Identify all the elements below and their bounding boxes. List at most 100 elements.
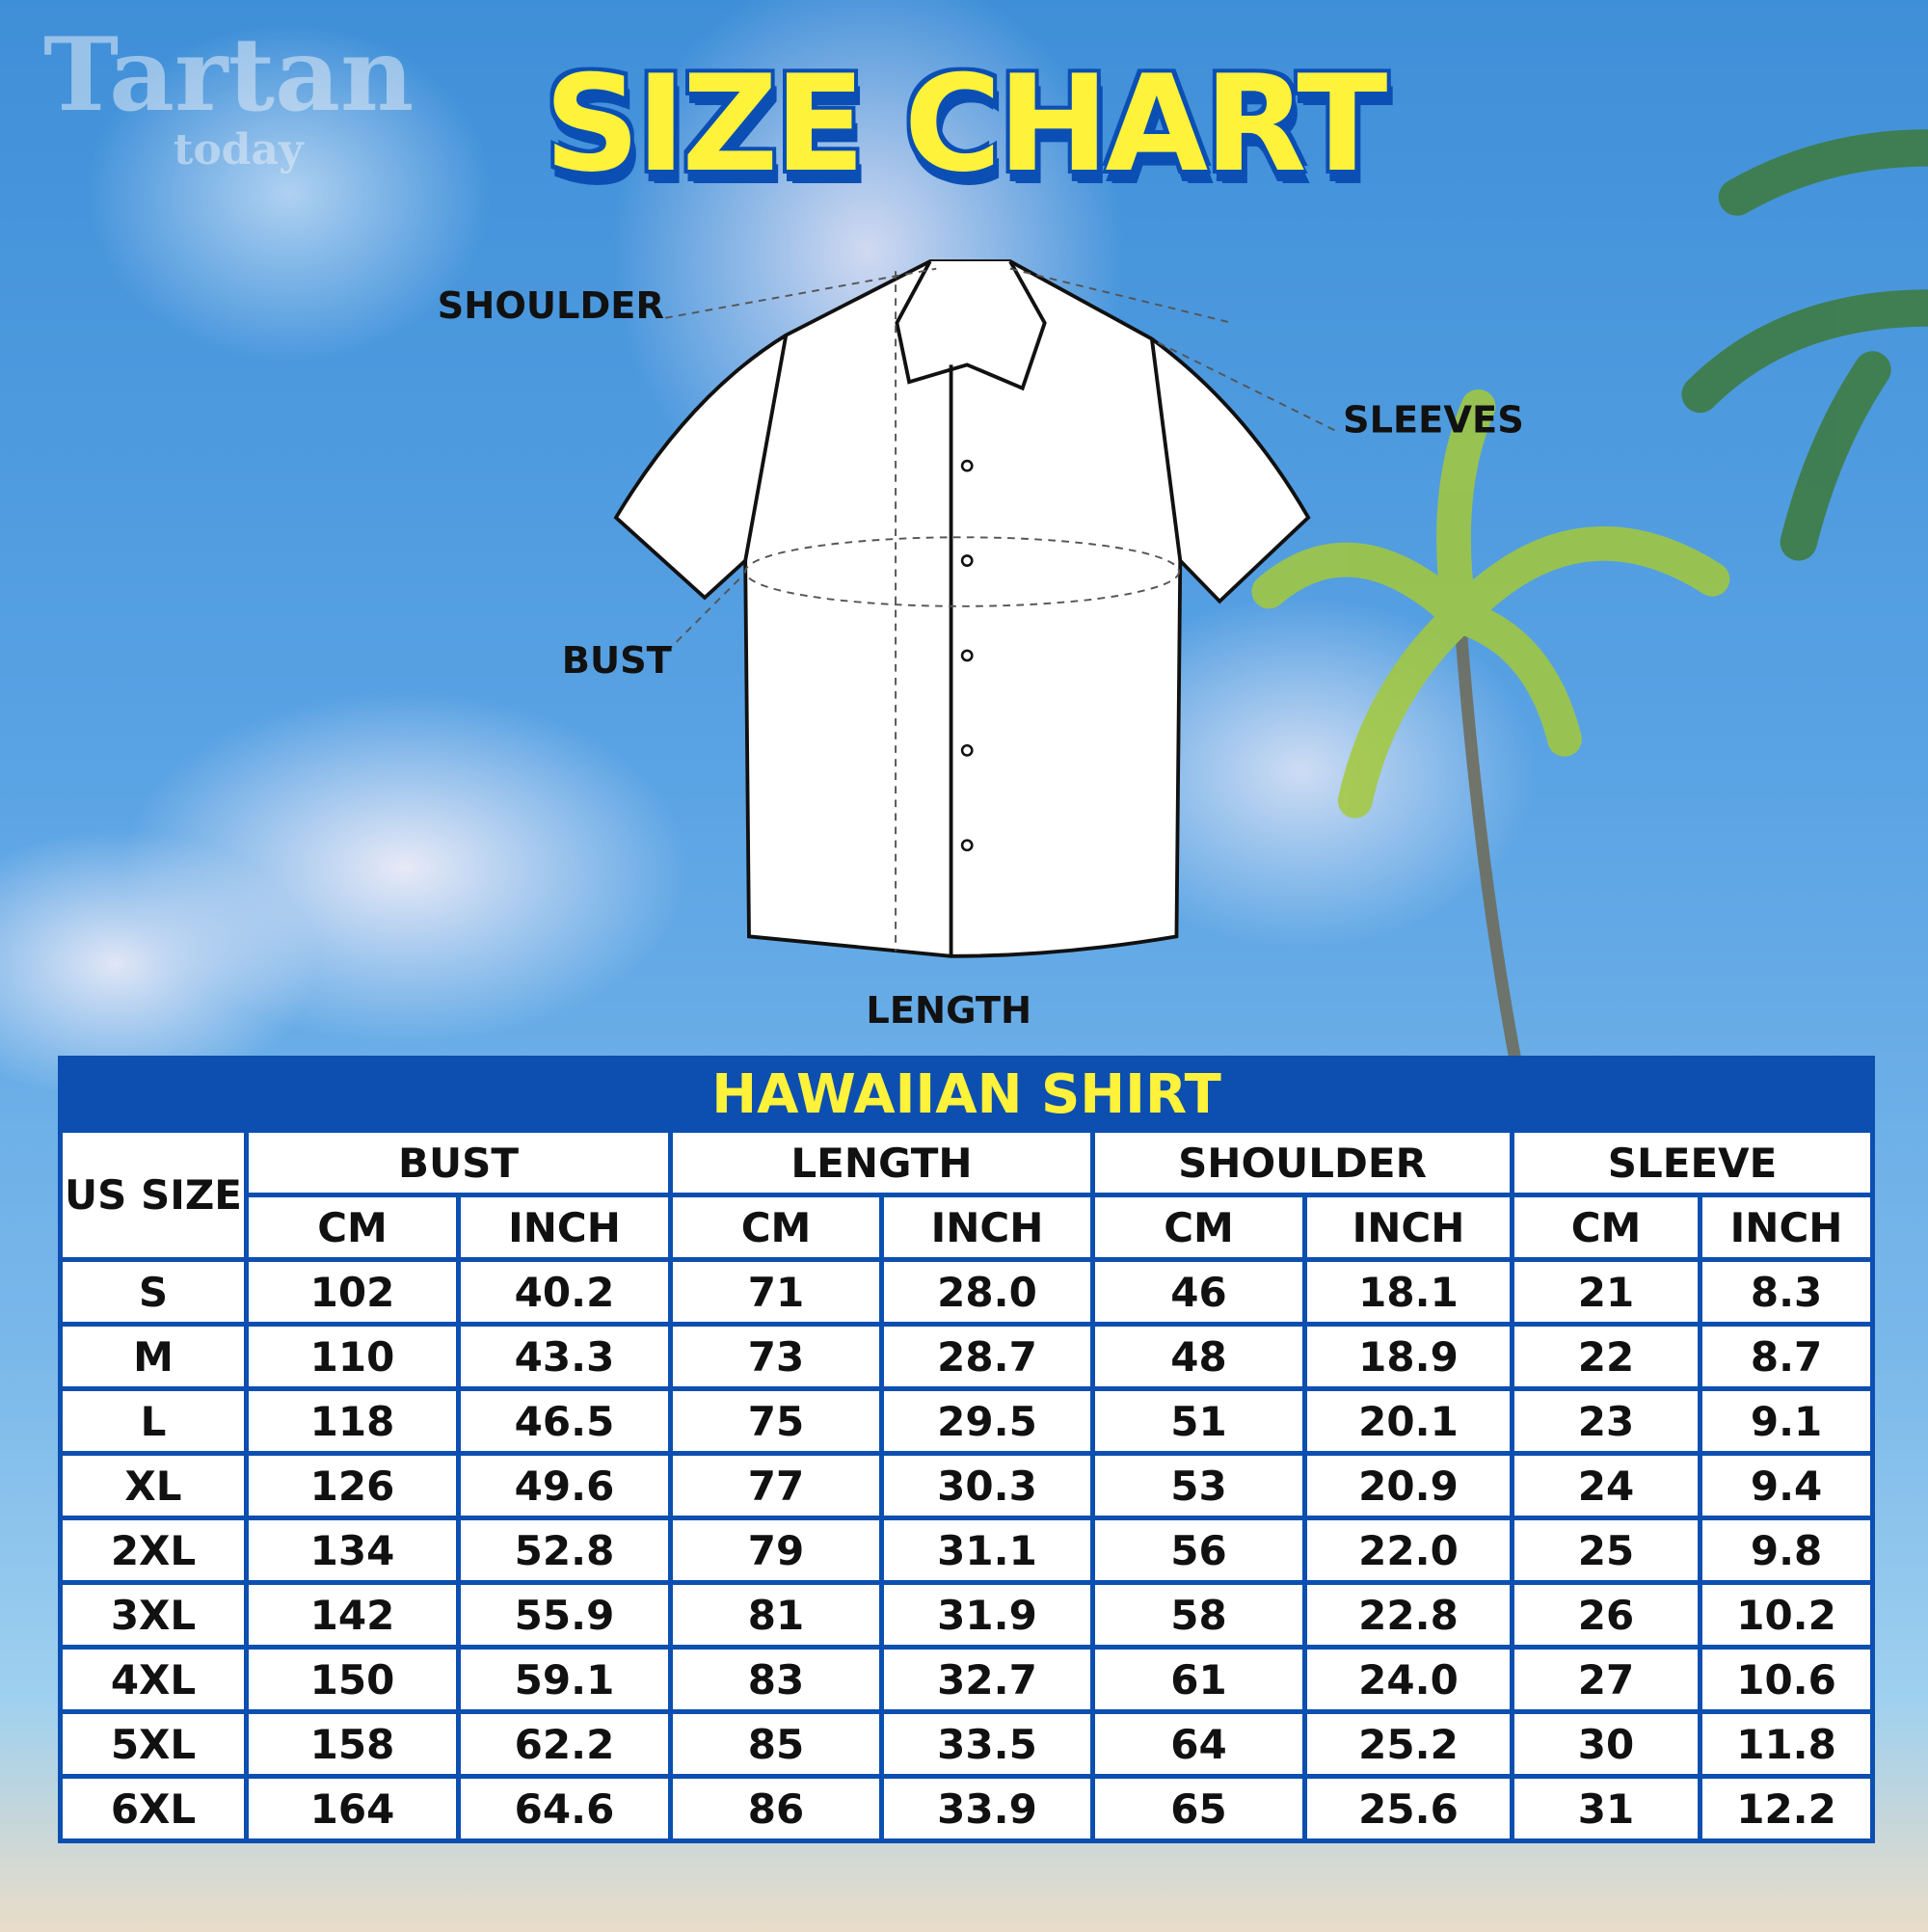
size-cell: 6XL xyxy=(58,1774,249,1843)
value-cell: 27 xyxy=(1510,1645,1702,1714)
shirt-buttons xyxy=(960,459,974,852)
value-cell: 31.9 xyxy=(879,1580,1095,1650)
table-row: XL 126 49.6 77 30.3 53 20.9 24 9.4 xyxy=(58,1451,1876,1520)
value-cell: 83 xyxy=(668,1645,884,1714)
value-cell: 134 xyxy=(244,1516,461,1585)
group-header-shoulder: SHOULDER xyxy=(1090,1128,1514,1197)
size-table: HAWAIIAN SHIRT US SIZE BUST LENGTH SHOUL… xyxy=(57,1056,1876,1843)
value-cell: 25.6 xyxy=(1302,1774,1514,1843)
value-cell: 102 xyxy=(244,1257,461,1327)
value-cell: 85 xyxy=(668,1709,884,1779)
size-cell: 3XL xyxy=(58,1580,249,1650)
logo-line1: Tartan xyxy=(43,14,415,134)
table-row: M 110 43.3 73 28.7 48 18.9 22 8.7 xyxy=(58,1322,1876,1391)
value-cell: 142 xyxy=(244,1580,461,1650)
value-cell: 25.2 xyxy=(1302,1709,1514,1779)
value-cell: 10.6 xyxy=(1697,1645,1876,1714)
value-cell: 20.9 xyxy=(1302,1451,1514,1520)
table-title: HAWAIIAN SHIRT xyxy=(57,1056,1876,1133)
value-cell: 33.5 xyxy=(879,1709,1095,1779)
value-cell: 31.1 xyxy=(879,1516,1095,1585)
us-size-header: US SIZE xyxy=(58,1128,249,1262)
value-cell: 71 xyxy=(668,1257,884,1327)
palm-tree-decoration xyxy=(1251,129,1928,1061)
unit-header: INCH xyxy=(879,1193,1095,1262)
value-cell: 8.7 xyxy=(1697,1322,1876,1391)
value-cell: 8.3 xyxy=(1697,1257,1876,1327)
unit-header: CM xyxy=(1510,1193,1702,1262)
value-cell: 65 xyxy=(1090,1774,1307,1843)
value-cell: 61 xyxy=(1090,1645,1307,1714)
value-cell: 18.1 xyxy=(1302,1257,1514,1327)
size-cell: 2XL xyxy=(58,1516,249,1585)
value-cell: 52.8 xyxy=(456,1516,673,1585)
value-cell: 25 xyxy=(1510,1516,1702,1585)
table-row: 3XL 142 55.9 81 31.9 58 22.8 26 10.2 xyxy=(58,1580,1876,1650)
shoulder-label: SHOULDER xyxy=(438,284,664,328)
value-cell: 49.6 xyxy=(456,1451,673,1520)
value-cell: 126 xyxy=(244,1451,461,1520)
table-row: S 102 40.2 71 28.0 46 18.1 21 8.3 xyxy=(58,1257,1876,1327)
value-cell: 43.3 xyxy=(456,1322,673,1391)
unit-header: CM xyxy=(1090,1193,1307,1262)
value-cell: 110 xyxy=(244,1322,461,1391)
value-cell: 77 xyxy=(668,1451,884,1520)
size-cell: XL xyxy=(58,1451,249,1520)
value-cell: 46 xyxy=(1090,1257,1307,1327)
value-cell: 22.8 xyxy=(1302,1580,1514,1650)
length-label: LENGTH xyxy=(866,989,1031,1033)
size-cell: 4XL xyxy=(58,1645,249,1714)
value-cell: 73 xyxy=(668,1322,884,1391)
page-title: SIZE CHART xyxy=(544,46,1388,201)
value-cell: 40.2 xyxy=(456,1257,673,1327)
group-header-bust: BUST xyxy=(244,1128,673,1197)
value-cell: 9.8 xyxy=(1697,1516,1876,1585)
value-cell: 12.2 xyxy=(1697,1774,1876,1843)
value-cell: 9.1 xyxy=(1697,1386,1876,1456)
size-cell: S xyxy=(58,1257,249,1327)
value-cell: 48 xyxy=(1090,1322,1307,1391)
value-cell: 55.9 xyxy=(456,1580,673,1650)
value-cell: 28.0 xyxy=(879,1257,1095,1327)
value-cell: 29.5 xyxy=(879,1386,1095,1456)
value-cell: 62.2 xyxy=(456,1709,673,1779)
value-cell: 10.2 xyxy=(1697,1580,1876,1650)
value-cell: 24.0 xyxy=(1302,1645,1514,1714)
value-cell: 30.3 xyxy=(879,1451,1095,1520)
value-cell: 64.6 xyxy=(456,1774,673,1843)
value-cell: 53 xyxy=(1090,1451,1307,1520)
sleeves-label: SLEEVES xyxy=(1343,399,1524,443)
value-cell: 31 xyxy=(1510,1774,1702,1843)
value-cell: 86 xyxy=(668,1774,884,1843)
size-cell: 5XL xyxy=(58,1709,249,1779)
value-cell: 22 xyxy=(1510,1322,1702,1391)
value-cell: 75 xyxy=(668,1386,884,1456)
value-cell: 11.8 xyxy=(1697,1709,1876,1779)
tartan-today-logo: Tartan today xyxy=(43,14,415,175)
measure-lines xyxy=(664,267,1338,952)
unit-header: INCH xyxy=(1697,1193,1876,1262)
value-cell: 22.0 xyxy=(1302,1516,1514,1585)
value-cell: 20.1 xyxy=(1302,1386,1514,1456)
value-cell: 158 xyxy=(244,1709,461,1779)
value-cell: 64 xyxy=(1090,1709,1307,1779)
bust-label: BUST xyxy=(562,639,672,683)
logo-line2: today xyxy=(174,125,304,174)
value-cell: 30 xyxy=(1510,1709,1702,1779)
value-cell: 150 xyxy=(244,1645,461,1714)
value-cell: 21 xyxy=(1510,1257,1702,1327)
size-cell: M xyxy=(58,1322,249,1391)
unit-header: INCH xyxy=(1302,1193,1514,1262)
value-cell: 79 xyxy=(668,1516,884,1585)
value-cell: 81 xyxy=(668,1580,884,1650)
value-cell: 164 xyxy=(244,1774,461,1843)
value-cell: 58 xyxy=(1090,1580,1307,1650)
value-cell: 46.5 xyxy=(456,1386,673,1456)
unit-header: CM xyxy=(244,1193,461,1262)
value-cell: 9.4 xyxy=(1697,1451,1876,1520)
value-cell: 33.9 xyxy=(879,1774,1095,1843)
value-cell: 59.1 xyxy=(456,1645,673,1714)
value-cell: 32.7 xyxy=(879,1645,1095,1714)
table-row: 5XL 158 62.2 85 33.5 64 25.2 30 11.8 xyxy=(58,1709,1876,1779)
